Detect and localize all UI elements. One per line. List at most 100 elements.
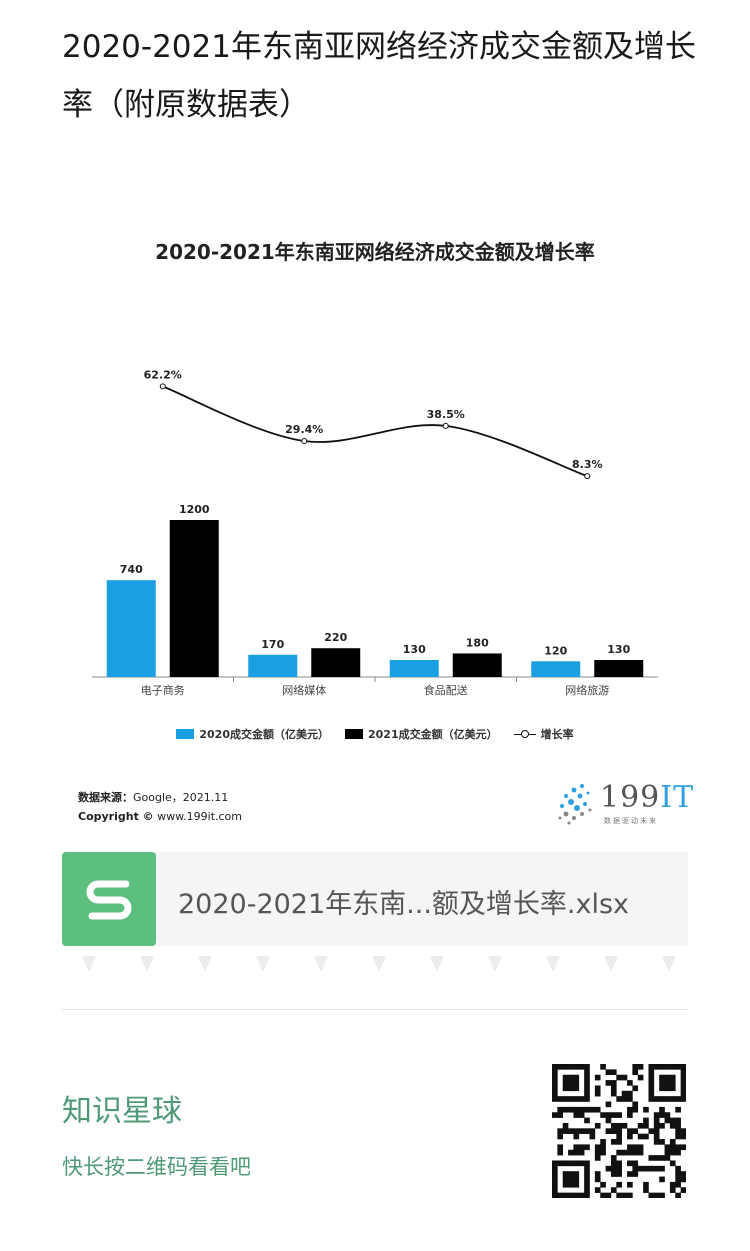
qr-module — [552, 1187, 558, 1193]
qr-module — [616, 1160, 622, 1167]
qr-module — [562, 1176, 569, 1183]
qr-module — [594, 1144, 601, 1151]
qr-module — [643, 1106, 649, 1113]
qr-module — [653, 1165, 660, 1172]
qr-module — [562, 1074, 569, 1081]
qr-module — [632, 1171, 639, 1177]
qr-module — [669, 1149, 676, 1156]
bar-value-label: 1200 — [179, 503, 210, 516]
qr-module — [605, 1069, 612, 1076]
attachment-card[interactable]: 2020-2021年东南...额及增长率.xlsx — [62, 852, 688, 946]
growth-point — [159, 383, 166, 390]
qr-module — [552, 1176, 558, 1183]
qr-module — [562, 1085, 569, 1092]
qr-module — [659, 1096, 665, 1102]
source-text: Google，2021.11 — [133, 791, 229, 804]
qr-module — [648, 1192, 655, 1198]
qr-module — [680, 1080, 686, 1086]
qr-module — [568, 1160, 574, 1167]
qr-module — [643, 1122, 649, 1129]
qr-module — [605, 1101, 612, 1108]
qr-module — [659, 1192, 665, 1198]
qr-module — [568, 1074, 574, 1081]
qr-code-icon[interactable] — [552, 1064, 686, 1198]
qr-module — [680, 1085, 686, 1092]
x-tick-label: 网络旅游 — [565, 683, 609, 697]
qr-module — [552, 1080, 558, 1086]
qr-module — [669, 1064, 676, 1070]
bar-value-label: 130 — [403, 643, 426, 656]
qr-module — [653, 1128, 660, 1134]
qr-module — [616, 1165, 622, 1172]
qr-module — [669, 1187, 676, 1193]
bar-2020-3 — [531, 661, 581, 677]
x-tick-label: 食品配送 — [424, 683, 468, 697]
qr-module — [675, 1133, 681, 1140]
qr-module — [557, 1133, 564, 1140]
qr-module — [632, 1160, 639, 1167]
qr-module — [680, 1144, 686, 1151]
qr-module — [562, 1192, 569, 1198]
qr-module — [610, 1122, 617, 1129]
qr-module — [568, 1192, 574, 1198]
qr-module — [573, 1064, 580, 1070]
qr-module — [552, 1160, 558, 1167]
footer-title: 知识星球 — [62, 1094, 182, 1129]
qr-module — [621, 1074, 628, 1081]
qr-module — [600, 1149, 606, 1156]
legend-swatch-2020 — [176, 729, 195, 739]
qr-module — [568, 1181, 574, 1188]
qr-module — [632, 1128, 639, 1134]
growth-point — [442, 422, 449, 429]
qr-module — [648, 1085, 655, 1092]
qr-module — [568, 1096, 574, 1102]
qr-module — [621, 1149, 628, 1156]
qr-module — [589, 1106, 596, 1113]
qr-module — [552, 1096, 558, 1102]
qr-module — [616, 1128, 622, 1134]
qr-module — [616, 1149, 622, 1156]
qr-module — [584, 1160, 590, 1167]
qr-module — [552, 1069, 558, 1076]
growth-line — [162, 385, 588, 478]
qr-module — [594, 1122, 601, 1129]
qr-module — [594, 1106, 601, 1113]
qr-module — [680, 1133, 686, 1140]
qr-module — [594, 1155, 601, 1161]
qr-module — [632, 1149, 639, 1156]
qr-module — [627, 1144, 633, 1151]
qr-module — [557, 1160, 564, 1167]
qr-module — [659, 1085, 665, 1092]
qr-module — [610, 1085, 617, 1092]
qr-module — [562, 1106, 569, 1113]
qr-module — [680, 1090, 686, 1097]
qr-module — [669, 1096, 676, 1102]
qr-module — [552, 1090, 558, 1097]
qr-module — [605, 1112, 612, 1118]
qr-module — [637, 1122, 644, 1129]
qr-module — [605, 1117, 612, 1124]
qr-module — [637, 1074, 644, 1081]
legend-line-swatch — [513, 729, 536, 739]
qr-module — [573, 1085, 580, 1092]
qr-module — [664, 1144, 671, 1151]
bar-2021-3 — [594, 659, 644, 677]
qr-module — [610, 1187, 617, 1193]
qr-module — [659, 1176, 665, 1183]
qr-module — [648, 1074, 655, 1081]
source-label: 数据来源： — [78, 791, 133, 804]
qr-module — [648, 1155, 655, 1161]
qr-module — [675, 1192, 681, 1198]
qr-module — [616, 1171, 622, 1177]
qr-module — [616, 1133, 622, 1140]
qr-module — [616, 1096, 622, 1102]
brand-tagline: 数据驱动未来 — [604, 817, 658, 825]
qr-module — [562, 1122, 569, 1129]
qr-module — [552, 1085, 558, 1092]
qr-module — [627, 1128, 633, 1134]
qr-module — [648, 1064, 655, 1070]
qr-module — [659, 1155, 665, 1161]
qr-module — [557, 1112, 564, 1118]
qr-module — [627, 1133, 633, 1140]
qr-module — [600, 1139, 606, 1145]
